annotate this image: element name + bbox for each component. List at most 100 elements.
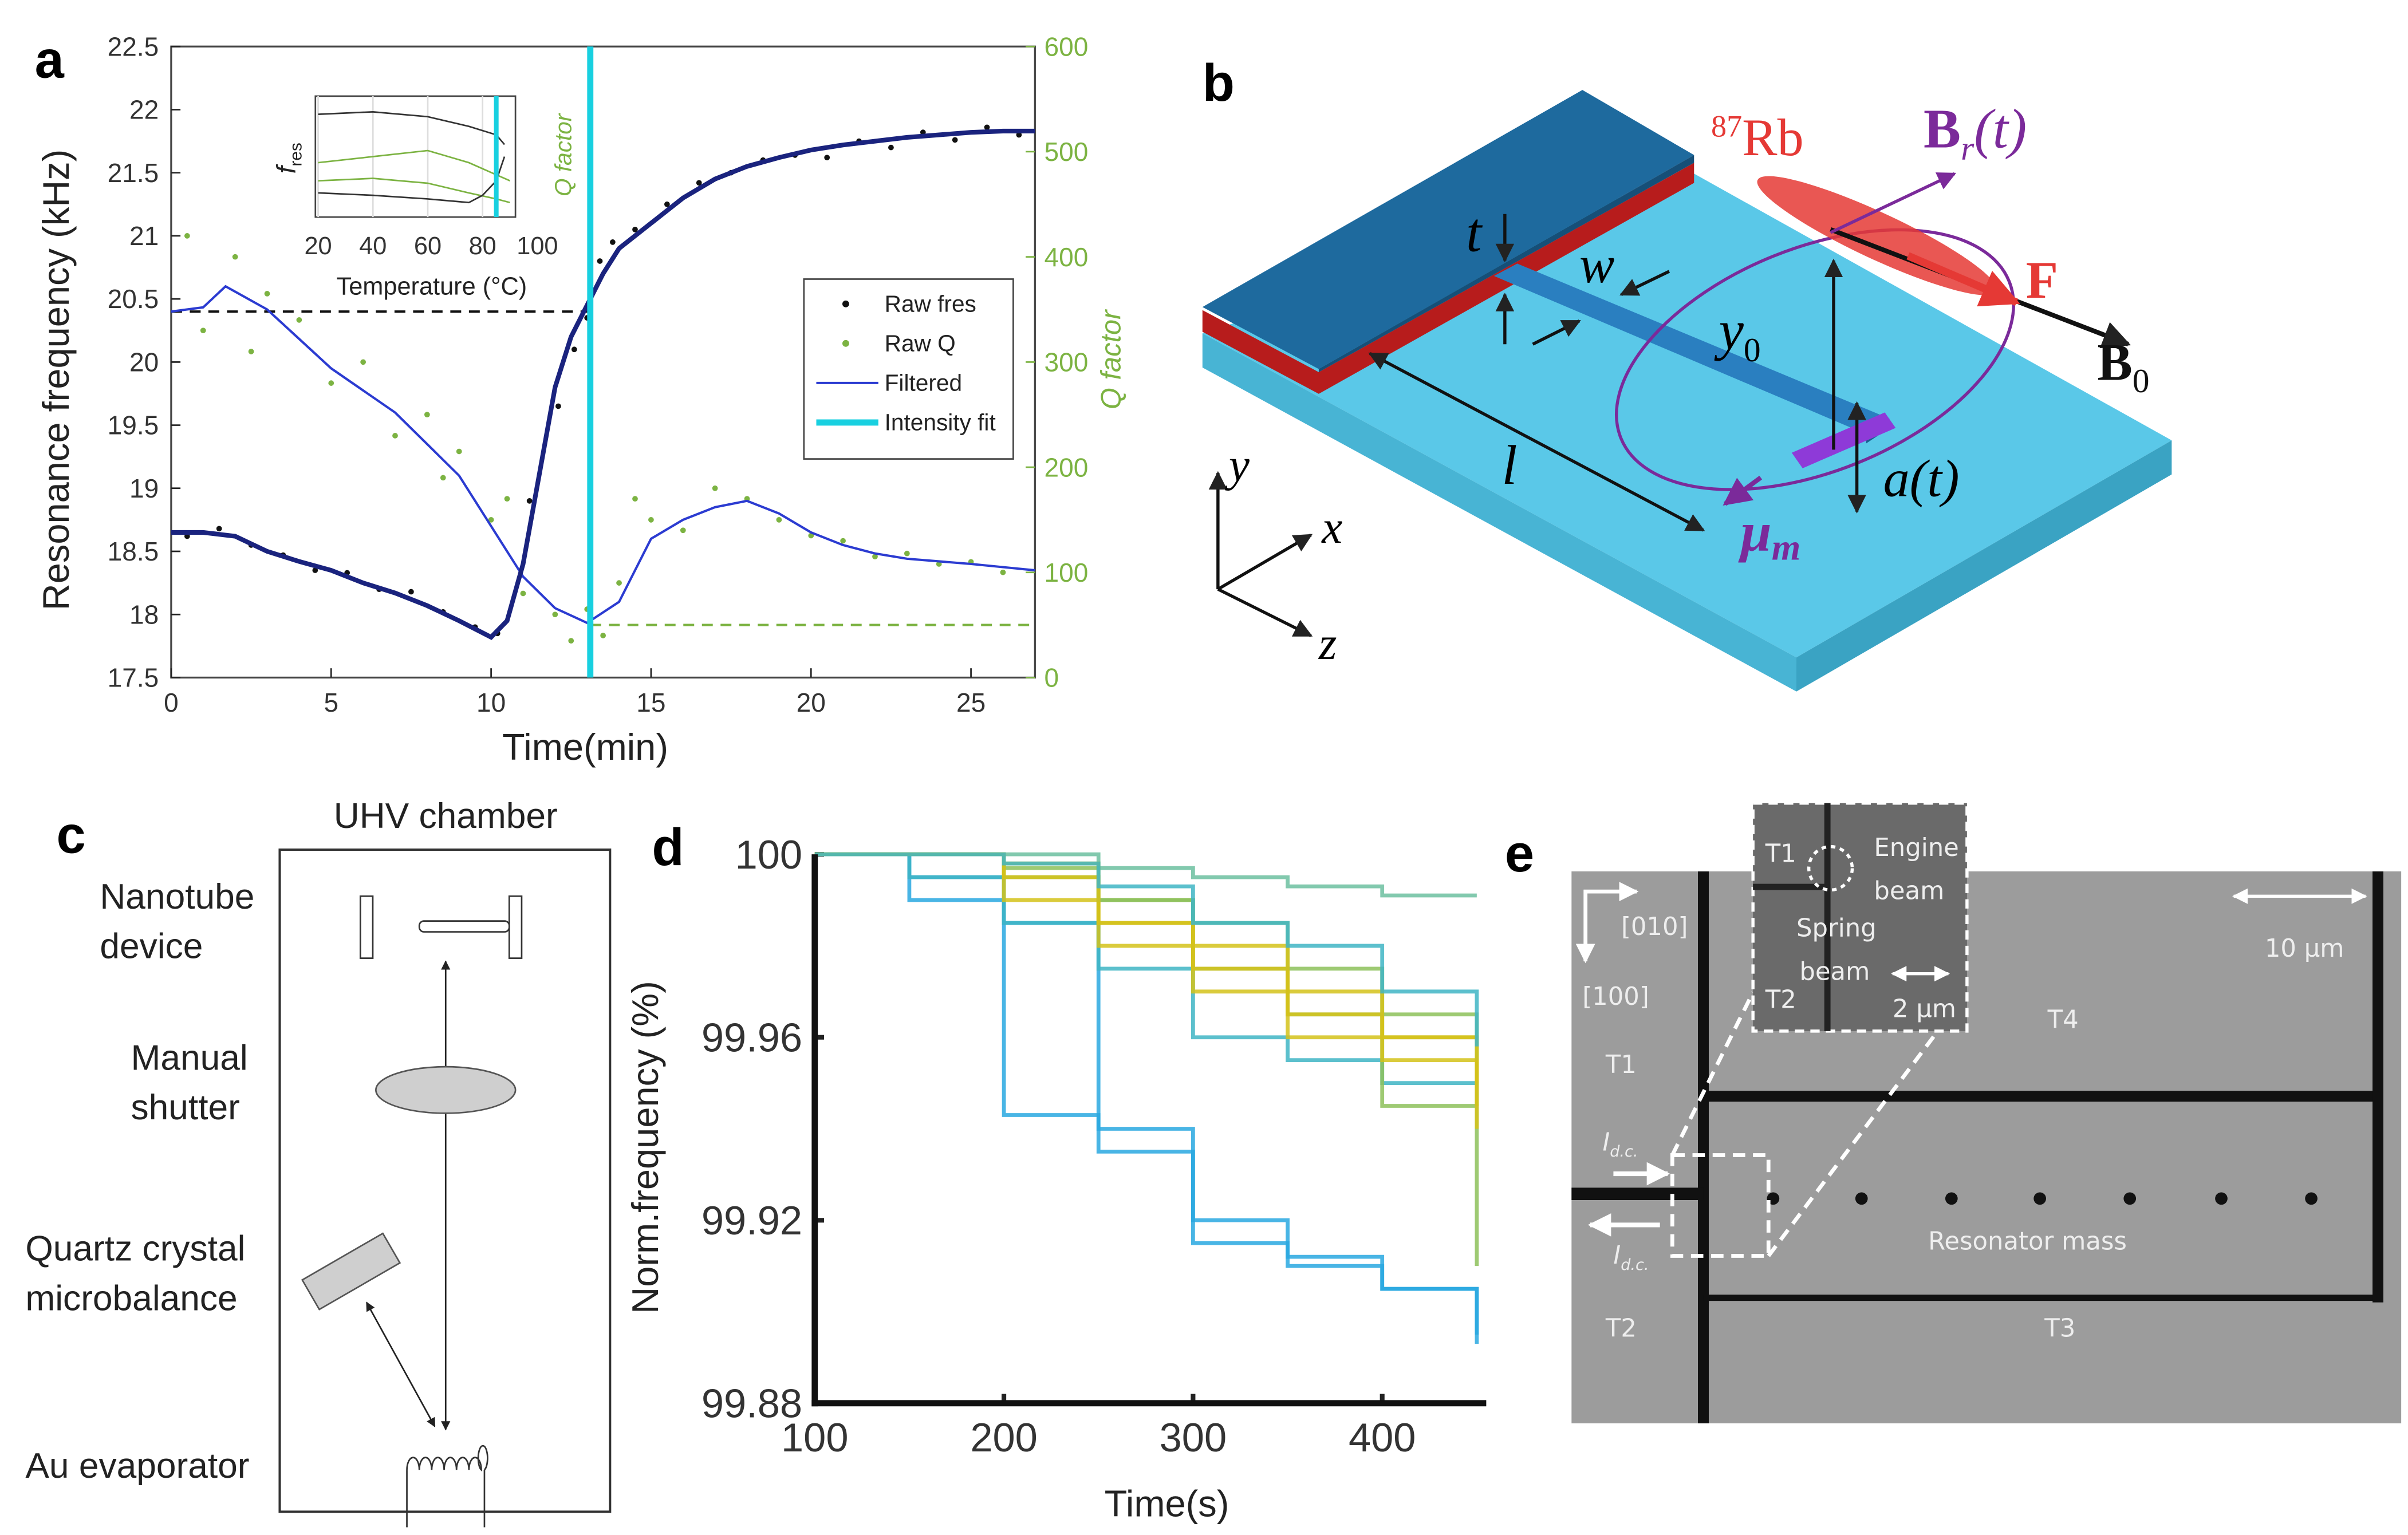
moment-sub: m	[1772, 527, 1801, 569]
data-point	[776, 517, 782, 523]
y2-tick-label: 0	[1045, 663, 1059, 693]
data-point	[597, 258, 603, 264]
micrograph	[1571, 802, 2402, 1424]
b0-main: B	[2097, 333, 2132, 391]
length-label: l	[1501, 435, 1517, 496]
y-tick-label: 19.5	[108, 411, 159, 440]
x-tick-label: 15	[636, 688, 665, 717]
y-axis-label: Norm.frequency (%)	[624, 981, 666, 1313]
electrode	[359, 895, 374, 959]
br-main: B	[1924, 98, 1961, 160]
data-point	[232, 254, 238, 260]
data-line	[814, 852, 1479, 1047]
component-label: device	[100, 927, 203, 966]
current-sub: d.c.	[1610, 1143, 1638, 1161]
y2-tick-label: 600	[1045, 31, 1089, 61]
x-tick-label: 300	[1160, 1415, 1227, 1460]
component-label: Quartz crystal	[25, 1229, 245, 1269]
moment-arrow	[1723, 475, 1763, 506]
y-tick-label: 22.5	[108, 31, 159, 61]
substrate-side	[1796, 440, 2172, 692]
legend-label: Filtered	[885, 369, 962, 396]
data-point	[952, 137, 958, 143]
y-tick-label: 21	[129, 221, 159, 251]
zoom-line	[1767, 991, 1969, 1257]
coil	[406, 1445, 488, 1472]
x-tick-label: 20	[797, 688, 826, 717]
data-point	[872, 554, 878, 560]
data-line	[814, 852, 1477, 898]
component-label: shutter	[131, 1088, 240, 1127]
scale-label: 10 μm	[2265, 934, 2344, 963]
moment-main: μ	[1737, 501, 1771, 563]
x-tick-label: 400	[1349, 1415, 1416, 1460]
data-point	[526, 498, 533, 504]
y-tick-label: 17.5	[108, 663, 159, 693]
beam	[1493, 263, 1890, 435]
component-label: Au evaporator	[25, 1446, 249, 1486]
data-point	[504, 496, 510, 502]
w-arrow	[1532, 319, 1581, 346]
y-tick-label: 100	[735, 832, 802, 877]
data-point	[632, 227, 638, 232]
inset-y2-label: Q factor	[550, 113, 577, 196]
data-point	[616, 580, 622, 586]
inset-y-label: fres	[271, 143, 306, 173]
data-point	[648, 517, 654, 523]
data-point	[571, 346, 577, 353]
inset-label: beam	[1874, 877, 1944, 906]
data-point	[456, 448, 462, 455]
data-point	[440, 475, 446, 481]
panel-label: c	[57, 805, 86, 864]
inset-label: T2	[1765, 985, 1796, 1014]
y2-tick-label: 300	[1045, 348, 1089, 377]
inset-x-label: Temperature (°C)	[337, 273, 527, 301]
data-point	[568, 638, 574, 644]
legend-label: Raw Q	[885, 330, 956, 356]
legend-label: Raw fres	[885, 290, 976, 317]
current-label: Id.c.	[1602, 1128, 1638, 1161]
anchor-edge	[1318, 155, 1694, 372]
l-arrow	[1368, 352, 1705, 532]
panel-label: e	[1505, 824, 1534, 883]
width-label: w	[1579, 235, 1614, 294]
moment-label: μm	[1737, 501, 1800, 568]
y-tick-label: 21.5	[108, 158, 159, 188]
data-line	[814, 852, 1479, 1335]
inset-tick-label: 100	[517, 232, 558, 260]
inset-label: beam	[1799, 958, 1870, 986]
data-point	[984, 124, 990, 131]
y-tick-label: 18.5	[108, 536, 159, 566]
y0-sub: 0	[1744, 331, 1761, 369]
y-axis-label: Resonance frequency (kHz)	[35, 149, 77, 610]
y0-label: y0	[1714, 299, 1761, 369]
inset-label: Spring	[1796, 914, 1877, 943]
terminal-label: T2	[1605, 1314, 1637, 1343]
inset-tick-label: 80	[469, 232, 496, 260]
data-point	[328, 380, 334, 386]
data-point	[200, 327, 206, 334]
inset-y-label-sub: res	[286, 143, 305, 166]
panel-label: d	[652, 818, 684, 877]
y-tick-label: 99.88	[701, 1380, 802, 1426]
x-axis-label: Time(min)	[502, 726, 668, 768]
component-label: Manual	[131, 1039, 248, 1078]
data-point	[600, 633, 606, 638]
inset	[1751, 802, 1969, 1033]
data-point	[712, 485, 718, 491]
data-point	[264, 291, 270, 297]
b0-label: B0	[2097, 333, 2149, 400]
data-point	[424, 412, 430, 418]
atom-label: 87Rb	[1711, 108, 1804, 167]
force-arrow	[1906, 252, 2020, 307]
data-line	[171, 128, 1035, 640]
data-point	[840, 538, 846, 544]
amplitude-label: a(t)	[1883, 449, 1960, 508]
inset-highlight	[1807, 845, 1854, 892]
component-label: Nanotube	[100, 877, 254, 917]
data-point	[248, 349, 254, 354]
data-line	[814, 852, 1479, 1106]
data-point	[408, 589, 414, 595]
data-point	[696, 180, 702, 186]
data-point	[216, 526, 222, 532]
